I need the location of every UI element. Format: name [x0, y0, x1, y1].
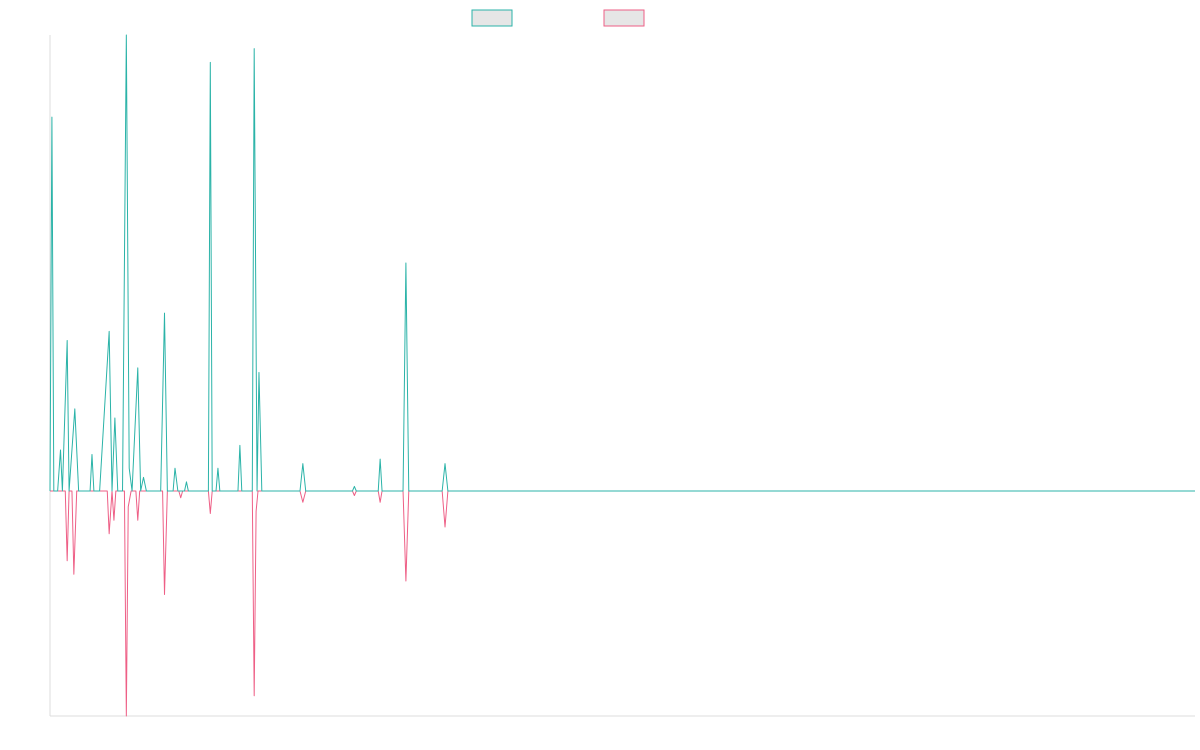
legend-swatch-1[interactable] [471, 9, 513, 27]
series-line-2 [50, 490, 1195, 717]
legend[interactable] [471, 9, 645, 27]
axes [49, 35, 1195, 717]
series-layer [49, 34, 1195, 717]
series-line-1 [49, 34, 1195, 492]
legend-swatch-2[interactable] [603, 9, 645, 27]
